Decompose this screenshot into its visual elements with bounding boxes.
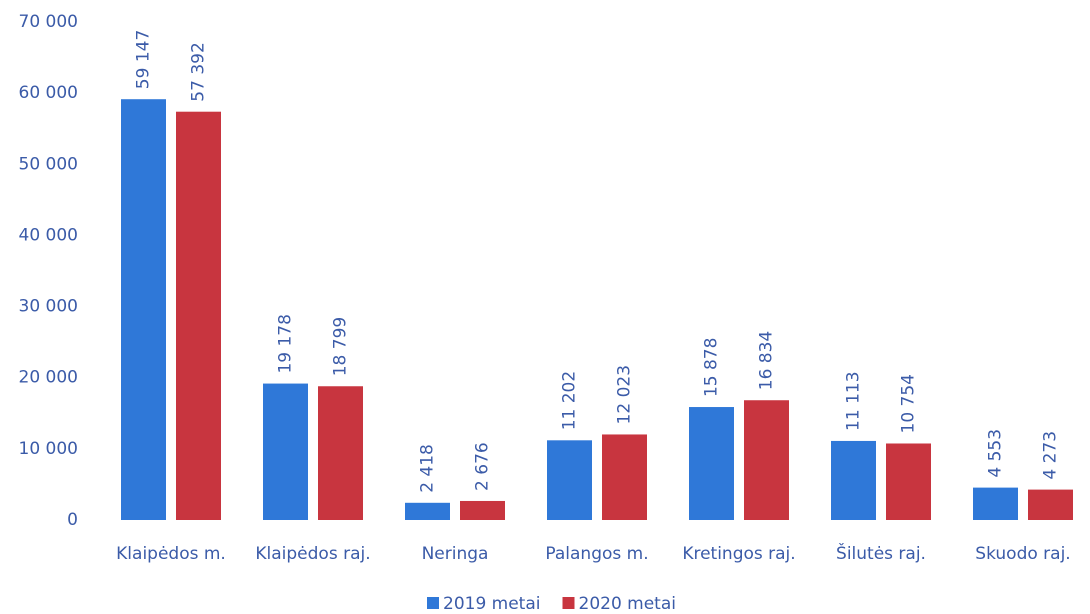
y-tick-label: 10 000: [19, 439, 78, 459]
data-label: 2 418: [418, 444, 438, 493]
y-tick-label: 30 000: [19, 297, 78, 317]
legend-label: 2019 metai: [443, 594, 541, 614]
y-tick-label: 0: [67, 510, 78, 530]
bar: [689, 407, 734, 520]
y-tick-label: 70 000: [19, 12, 78, 32]
bar: [831, 440, 876, 520]
x-tick-label: Palangos m.: [545, 544, 648, 564]
data-label: 57 392: [189, 42, 209, 101]
x-tick-label: Neringa: [422, 544, 489, 564]
x-tick-label: Kretingos raj.: [682, 544, 795, 564]
bar: [121, 99, 166, 521]
bar: [602, 434, 647, 520]
bar: [263, 383, 308, 520]
y-tick-label: 50 000: [19, 154, 78, 174]
x-tick-label: Klaipėdos raj.: [255, 544, 370, 564]
data-label: 11 202: [560, 371, 580, 430]
data-label: 10 754: [899, 374, 919, 433]
data-label: 16 834: [757, 331, 777, 390]
data-label: 4 273: [1041, 431, 1061, 480]
data-label: 15 878: [702, 338, 722, 397]
x-tick-label: Šilutės raj.: [836, 542, 926, 564]
x-tick-label: Klaipėdos m.: [116, 544, 226, 564]
data-label: 2 676: [473, 442, 493, 491]
bar: [405, 502, 450, 520]
legend-swatch: [427, 597, 439, 609]
bar: [744, 400, 789, 520]
legend-label: 2020 metai: [579, 594, 677, 614]
bar: [460, 500, 505, 520]
data-label: 59 147: [134, 30, 154, 89]
y-tick-label: 20 000: [19, 368, 78, 388]
data-label: 19 178: [276, 314, 296, 373]
bar: [1028, 489, 1073, 520]
data-label: 4 553: [986, 429, 1006, 478]
data-label: 12 023: [615, 365, 635, 424]
legend-swatch: [562, 597, 575, 609]
bar: [176, 111, 221, 521]
bar: [547, 440, 592, 520]
data-label: 18 799: [331, 317, 351, 376]
x-tick-label: Skuodo raj.: [975, 544, 1070, 564]
bar: [973, 487, 1018, 520]
bar: [318, 386, 363, 520]
y-tick-label: 40 000: [19, 225, 78, 245]
bar: [886, 443, 931, 520]
y-tick-label: 60 000: [19, 83, 78, 103]
data-label: 11 113: [844, 371, 864, 430]
